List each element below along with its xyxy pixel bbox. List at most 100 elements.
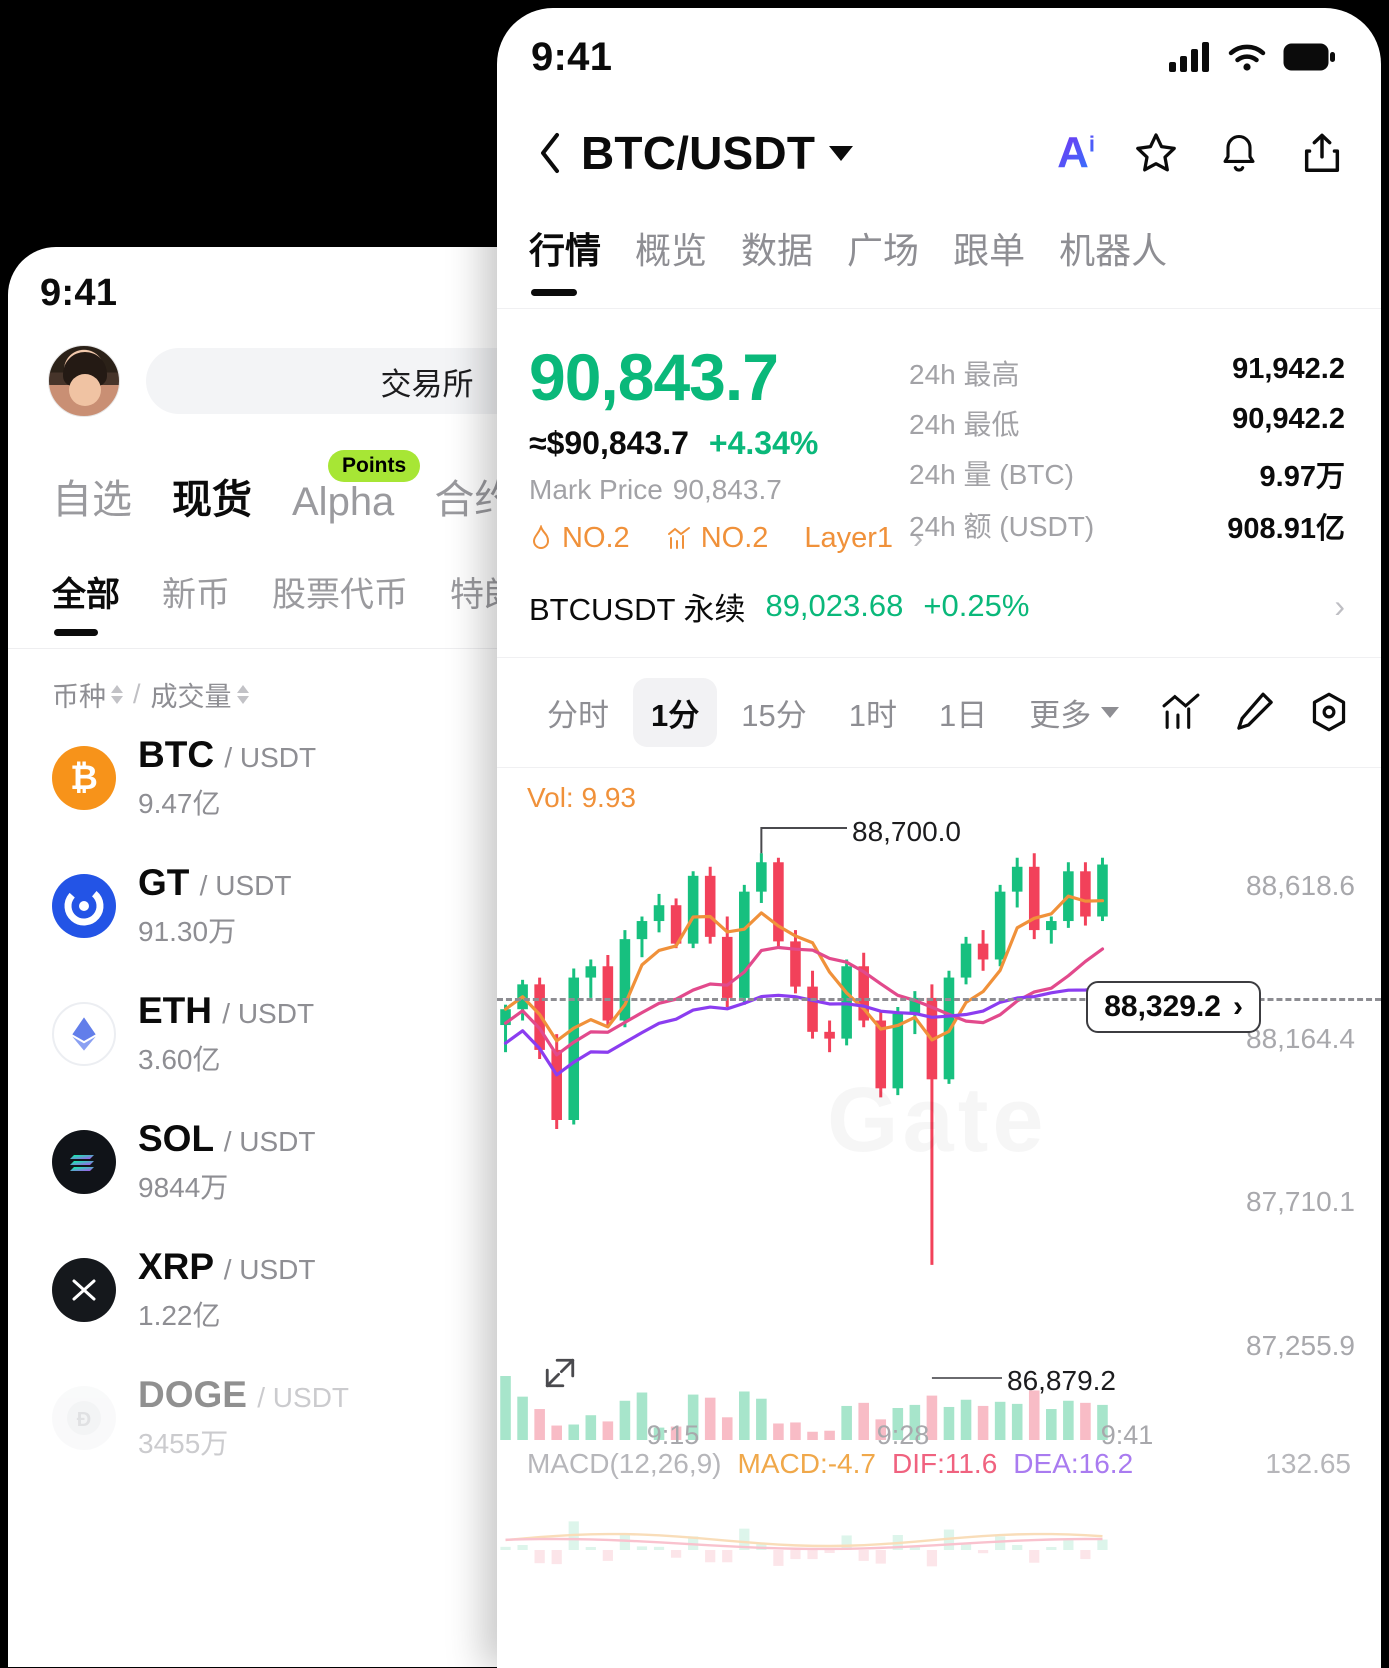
x-tick-2: 9:41 xyxy=(1100,1419,1154,1450)
col-coin[interactable]: 币种 xyxy=(52,675,123,714)
symbol-text: BTC xyxy=(138,734,215,775)
coin-volume: 91.30万 xyxy=(138,916,237,947)
quote-left: 90,843.7 ≈$90,843.7 +4.34% Mark Price 90,… xyxy=(529,342,923,556)
macd-value: MACD:-4.7 xyxy=(737,1447,876,1479)
stat-label-turnover-usdt: 24h 额 (USDT) xyxy=(909,511,1095,542)
current-price-marker[interactable]: 88,329.2 › xyxy=(1086,980,1261,1033)
coin-meta: DOGE / USDT 3455万 xyxy=(138,1374,349,1462)
symbol-text: DOGE xyxy=(138,1374,247,1415)
mark-price-label: Mark Price xyxy=(529,473,663,505)
timeframe-line[interactable]: 分时 xyxy=(547,697,609,733)
col-coin-label: 币种 xyxy=(52,682,106,712)
tab-alpha[interactable]: Alpha xyxy=(292,480,395,524)
coin-meta: ETH / USDT 3.60亿 xyxy=(138,990,314,1078)
settings-icon[interactable] xyxy=(1307,691,1351,733)
y-axis-label-1: 88,164.4 xyxy=(1246,1022,1355,1054)
perpetual-name: BTCUSDT 永续 xyxy=(529,591,746,627)
quote-sub: ≈$90,843.7 +4.34% xyxy=(529,425,909,462)
gt-icon xyxy=(52,874,116,938)
coin-volume: 9844万 xyxy=(138,1172,229,1203)
table-row[interactable]: GT / USDT 91.30万 xyxy=(52,842,708,970)
current-price-line xyxy=(497,997,1381,1001)
table-row[interactable]: XRP / USDT 1.22亿 1 $ xyxy=(52,1226,708,1354)
bell-icon[interactable] xyxy=(1217,130,1261,176)
chart-rank-icon xyxy=(667,526,690,549)
subtab-new[interactable]: 新币 xyxy=(162,576,230,614)
rank-tags[interactable]: NO.2 NO.2 Layer1 › xyxy=(529,522,923,556)
tab-data[interactable]: 数据 xyxy=(741,230,814,271)
stat-value-turnover-usdt: 908.91亿 xyxy=(1227,513,1345,545)
stat-label-volume-btc: 24h 量 (BTC) xyxy=(909,459,1074,490)
stat-label-low: 24h 最低 xyxy=(909,409,1020,440)
mark-price-row: Mark Price 90,843.7 xyxy=(529,474,909,506)
coin-volume: 3.60亿 xyxy=(138,1044,221,1075)
candlestick-canvas xyxy=(500,826,1108,1440)
coin-symbol: GT / USDT xyxy=(138,862,291,904)
timeframe-1d[interactable]: 1日 xyxy=(938,697,988,733)
sort-arrows-icon xyxy=(236,685,249,704)
tag-hot-rank[interactable]: NO.2 xyxy=(529,522,630,555)
tags-chevron-icon[interactable]: › xyxy=(913,521,924,555)
coin-symbol: ETH / USDT xyxy=(138,990,314,1032)
tab-market[interactable]: 行情 xyxy=(529,222,601,296)
x-tick-1: 9:28 xyxy=(876,1419,930,1450)
timeframe-more[interactable]: 更多 xyxy=(1011,678,1137,747)
price-chart[interactable]: Vol: 9.93 Gate 88,618.6 88,164.4 87,710.… xyxy=(497,768,1381,1488)
fullscreen-button[interactable] xyxy=(533,1345,587,1400)
ai-assistant-icon[interactable]: Ai xyxy=(1057,131,1095,175)
perpetual-row[interactable]: BTCUSDT 永续 89,023.68 +0.25% › xyxy=(497,556,1381,657)
timeframe-1m[interactable]: 1分 xyxy=(633,677,718,747)
timeframe-1h[interactable]: 1时 xyxy=(848,697,897,733)
coin-symbol: BTC / USDT xyxy=(138,734,316,776)
left-status-bar: 9:41 xyxy=(8,247,708,339)
perpetual-change: +0.25% xyxy=(923,588,1030,624)
subtab-all[interactable]: 全部 xyxy=(52,567,120,636)
coin-meta: XRP / USDT 1.22亿 xyxy=(138,1246,315,1334)
coin-symbol: SOL / USDT xyxy=(138,1118,315,1160)
status-time: 9:41 xyxy=(531,34,613,79)
coin-meta: BTC / USDT 9.47亿 xyxy=(138,734,316,822)
tab-bot[interactable]: 机器人 xyxy=(1059,230,1168,271)
perpetual-divider xyxy=(497,656,1381,658)
timeframe-more-label: 更多 xyxy=(1029,697,1092,733)
tag-layer1[interactable]: Layer1 xyxy=(804,522,893,555)
price-change: +4.34% xyxy=(708,424,819,461)
coin-symbol: XRP / USDT xyxy=(138,1246,315,1288)
coin-volume: 9.47亿 xyxy=(138,788,221,819)
indicator-icon[interactable] xyxy=(1159,692,1203,732)
symbol-text: GT xyxy=(138,862,190,903)
draw-icon[interactable] xyxy=(1233,691,1277,733)
quote-text: / USDT xyxy=(222,998,315,1029)
tab-copytrade[interactable]: 跟单 xyxy=(953,230,1026,271)
coin-meta: SOL / USDT 9844万 xyxy=(138,1118,315,1206)
perpetual-price: 89,023.68 xyxy=(765,588,904,624)
timeframe-divider xyxy=(497,766,1381,768)
top-nav: BTC/USDT Ai xyxy=(497,106,1381,180)
col-volume[interactable]: 成交量 xyxy=(151,675,249,714)
points-badge: Points xyxy=(328,450,421,482)
tabs-divider xyxy=(497,308,1381,309)
share-icon[interactable] xyxy=(1299,130,1345,176)
star-icon[interactable] xyxy=(1133,130,1179,176)
coin-volume: 3455万 xyxy=(138,1428,229,1459)
volume-label: Vol: 9.93 xyxy=(527,781,636,813)
symbol-text: SOL xyxy=(138,1118,214,1159)
tab-overview[interactable]: 概览 xyxy=(635,230,708,271)
tag-chart-label: NO.2 xyxy=(700,522,769,555)
symbol-text: XRP xyxy=(138,1246,214,1287)
back-chevron-icon[interactable] xyxy=(527,131,573,175)
tab-spot[interactable]: 现货 xyxy=(172,478,252,522)
status-icons xyxy=(1169,42,1335,72)
tab-favorites[interactable]: 自选 xyxy=(52,478,132,522)
subtab-stock-tokens[interactable]: 股票代币 xyxy=(272,576,408,614)
chevron-right-icon[interactable]: › xyxy=(1334,587,1345,624)
quote-text: / USDT xyxy=(199,870,292,901)
timeframe-15m[interactable]: 15分 xyxy=(741,697,807,733)
avatar[interactable] xyxy=(48,345,120,417)
doge-icon: Ð xyxy=(52,1386,116,1450)
macd-title: MACD(12,26,9) xyxy=(527,1447,722,1479)
tab-square[interactable]: 广场 xyxy=(847,230,920,271)
tag-chart-rank[interactable]: NO.2 xyxy=(666,522,769,555)
chevron-down-icon[interactable] xyxy=(829,145,854,161)
